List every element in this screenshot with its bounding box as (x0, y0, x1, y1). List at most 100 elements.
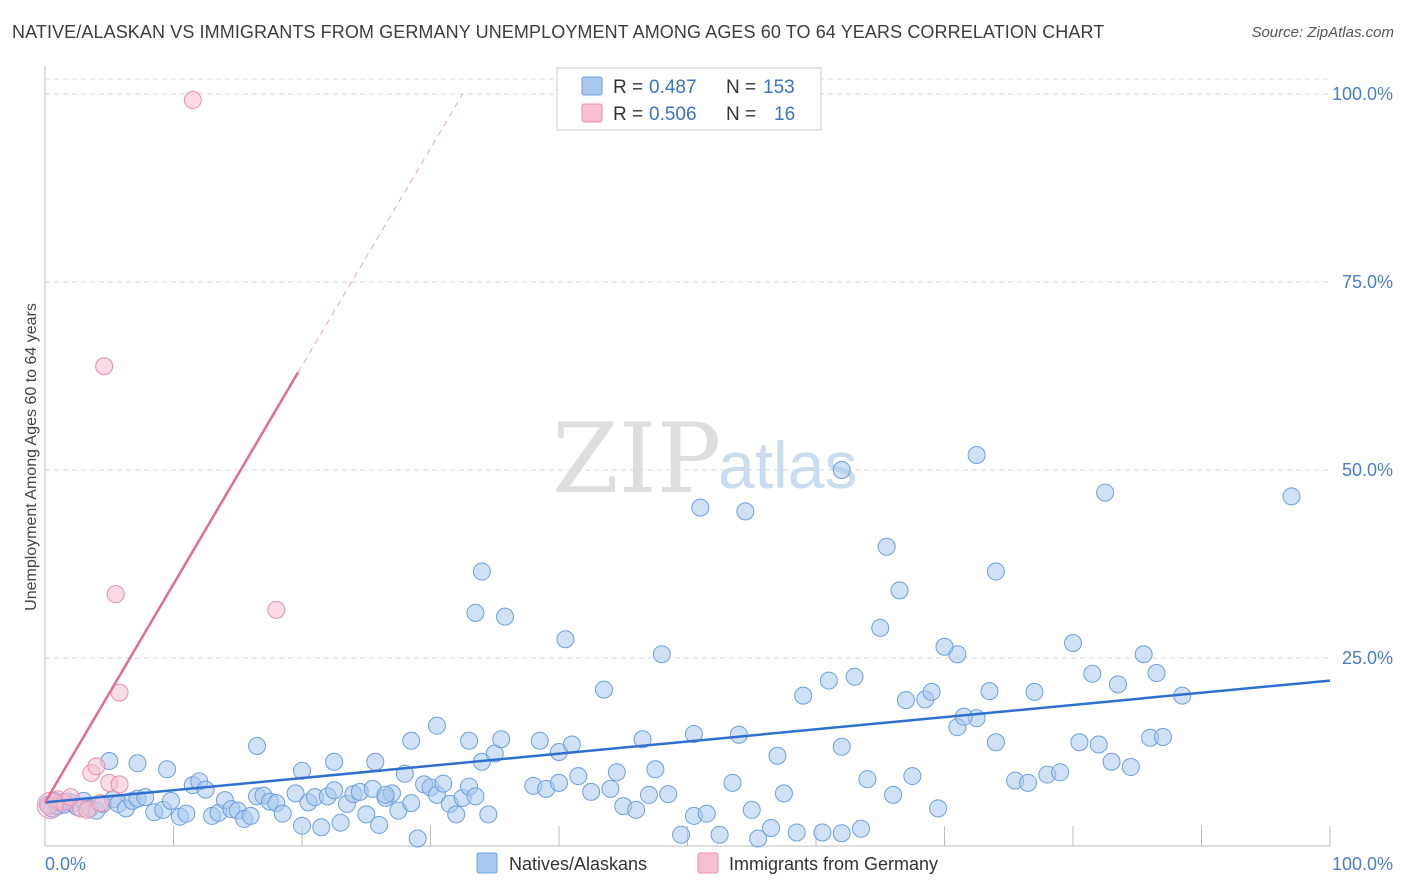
point-natives-alaskans (128, 754, 147, 773)
point-natives-alaskans (646, 760, 665, 779)
bottom-legend-swatch-pink (697, 852, 719, 874)
point-natives-alaskans (1096, 483, 1115, 502)
y-tick-label: 50.0% (1342, 460, 1393, 480)
point-natives-alaskans (1153, 727, 1172, 746)
point-natives-alaskans (922, 682, 941, 701)
series-natives-alaskans (38, 445, 1301, 848)
point-immigrants-from-germany (87, 757, 106, 776)
point-natives-alaskans (357, 805, 376, 824)
point-natives-alaskans (376, 785, 395, 804)
point-natives-alaskans (594, 680, 613, 699)
y-tick-label: 75.0% (1342, 272, 1393, 292)
point-natives-alaskans (710, 825, 729, 844)
point-natives-alaskans (331, 813, 350, 832)
point-natives-alaskans (729, 725, 748, 744)
point-natives-alaskans (1108, 675, 1127, 694)
point-natives-alaskans (819, 671, 838, 690)
point-natives-alaskans (986, 733, 1005, 752)
point-natives-alaskans (851, 819, 870, 838)
grid (45, 78, 1330, 659)
point-natives-alaskans (248, 736, 267, 755)
legend-n-value-pink: 16 (774, 104, 795, 125)
point-immigrants-from-germany (95, 357, 114, 376)
point-natives-alaskans (762, 818, 781, 837)
point-natives-alaskans (684, 724, 703, 743)
tick-labels: 25.0% 50.0% 75.0% 100.0% 0.0% 100.0% (45, 84, 1393, 874)
axes (44, 66, 1331, 847)
point-natives-alaskans (427, 716, 446, 735)
legend-r-label-blue: R = (613, 77, 643, 98)
point-natives-alaskans (774, 784, 793, 803)
point-natives-alaskans (787, 823, 806, 842)
point-cluster-origin (36, 791, 64, 819)
point-natives-alaskans (749, 829, 768, 848)
point-natives-alaskans (639, 785, 658, 804)
legend-r-label-pink: R = (613, 104, 643, 125)
point-natives-alaskans (723, 773, 742, 792)
legend-r-value-blue: 0.487 (649, 77, 697, 98)
point-natives-alaskans (402, 731, 421, 750)
trend-extension-immigrants-from-germany (297, 93, 464, 373)
point-natives-alaskans (1083, 664, 1102, 683)
point-natives-alaskans (742, 800, 761, 819)
point-natives-alaskans (460, 731, 479, 750)
point-natives-alaskans (496, 607, 515, 626)
point-natives-alaskans (659, 785, 678, 804)
point-natives-alaskans (607, 763, 626, 782)
point-natives-alaskans (1134, 645, 1153, 664)
point-natives-alaskans (697, 804, 716, 823)
point-natives-alaskans (813, 823, 832, 842)
x-tick-label: 0.0% (45, 854, 86, 874)
point-natives-alaskans (967, 445, 986, 464)
point-immigrants-from-germany (183, 91, 202, 110)
point-natives-alaskans (652, 645, 671, 664)
point-natives-alaskans (196, 780, 215, 799)
point-natives-alaskans (562, 735, 581, 754)
point-natives-alaskans (286, 784, 305, 803)
point-natives-alaskans (1064, 633, 1082, 652)
legend-swatch-pink (581, 103, 603, 123)
point-natives-alaskans (1121, 758, 1140, 777)
point-natives-alaskans (935, 637, 954, 656)
series-legend: Natives/Alaskans Immigrants from Germany (476, 852, 938, 874)
point-natives-alaskans (1282, 487, 1301, 506)
bottom-legend-label-blue: Natives/Alaskans (509, 854, 647, 874)
y-tick-label: 25.0% (1342, 648, 1393, 668)
point-natives-alaskans (929, 799, 948, 818)
point-natives-alaskans (832, 824, 851, 843)
point-natives-alaskans (794, 686, 813, 705)
point-natives-alaskans (312, 818, 331, 837)
point-natives-alaskans (845, 667, 864, 686)
point-natives-alaskans (1051, 763, 1070, 782)
point-immigrants-from-germany (91, 794, 110, 813)
point-natives-alaskans (871, 618, 890, 637)
legend-r-value-pink: 0.506 (649, 104, 697, 125)
point-natives-alaskans (832, 461, 851, 480)
point-natives-alaskans (1070, 733, 1089, 752)
legend-n-label-pink: N = (726, 104, 756, 125)
point-natives-alaskans (890, 581, 909, 600)
point-natives-alaskans (601, 779, 620, 798)
point-natives-alaskans (1025, 682, 1044, 701)
point-natives-alaskans (1147, 664, 1166, 683)
point-natives-alaskans (1089, 735, 1108, 754)
legend-n-label-blue: N = (726, 77, 756, 98)
watermark: ZIP atlas (552, 403, 857, 515)
point-natives-alaskans (582, 782, 601, 801)
point-natives-alaskans (832, 737, 851, 756)
point-natives-alaskans (466, 603, 485, 622)
point-natives-alaskans (402, 794, 421, 813)
point-natives-alaskans (768, 746, 787, 765)
point-natives-alaskans (556, 630, 575, 649)
point-natives-alaskans (980, 682, 999, 701)
point-natives-alaskans (366, 752, 385, 771)
trend-line-natives-alaskans (44, 679, 1331, 804)
point-natives-alaskans (370, 815, 389, 834)
point-natives-alaskans (691, 498, 710, 517)
point-natives-alaskans (877, 537, 896, 556)
point-natives-alaskans (447, 805, 466, 824)
series-immigrants-from-germany (36, 91, 286, 819)
point-natives-alaskans (177, 804, 196, 823)
point-natives-alaskans (550, 773, 568, 792)
